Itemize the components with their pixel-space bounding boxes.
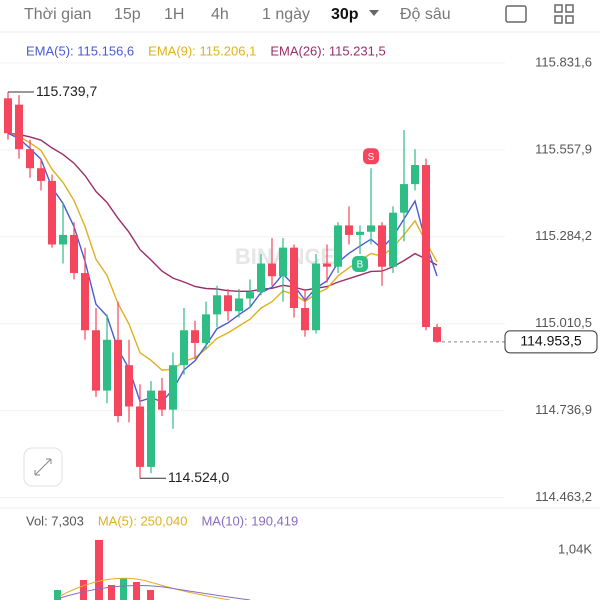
volume-bar: [120, 578, 127, 600]
candle-body: [433, 327, 441, 342]
candle-body: [235, 298, 243, 312]
tab[interactable]: 4h: [211, 6, 229, 23]
indicator-label: EMA(5): 115.156,6: [26, 43, 134, 58]
volume-bar: [54, 590, 61, 600]
grid-icon: [565, 4, 574, 13]
y-tick-label: 115.557,9: [535, 141, 592, 156]
candle-body: [191, 330, 199, 343]
y-tick-label: 115.284,2: [535, 228, 592, 243]
last-price-box: [504, 330, 598, 354]
toolbar-icons: [369, 4, 574, 24]
volume-ma: [59, 585, 251, 600]
candle-body: [422, 165, 430, 328]
candle-body: [202, 314, 210, 343]
volume-bar: [147, 590, 154, 600]
y-tick-label: 115.010,5: [535, 315, 592, 330]
y-tick-label: 114.736,9: [535, 402, 592, 417]
trade-marker-label: S: [368, 152, 375, 163]
grid-icon[interactable]: [554, 4, 563, 13]
candle-body: [400, 184, 408, 213]
candle-body: [345, 225, 353, 235]
candle-body: [268, 263, 276, 277]
tab[interactable]: Thời gian: [24, 6, 91, 23]
candle-body: [136, 406, 144, 467]
volume-bar: [133, 582, 140, 600]
grid-icon: [565, 15, 574, 24]
tab[interactable]: 1 ngày: [262, 6, 310, 23]
candle-body: [367, 225, 375, 232]
tab[interactable]: 30p: [331, 6, 359, 23]
volume-bar: [80, 580, 87, 600]
volume-bar: [95, 540, 103, 600]
candle-body: [59, 234, 67, 245]
indicator-icon[interactable]: [505, 5, 527, 23]
candle-body: [257, 263, 265, 293]
candle-body: [290, 247, 298, 309]
candle-body: [389, 212, 397, 267]
candle-body: [4, 98, 12, 134]
candle-body: [411, 165, 419, 185]
candle-body: [37, 168, 45, 181]
volume-legend: MA(5): 250,040: [98, 513, 188, 528]
dropdown-arrow[interactable]: [369, 10, 379, 16]
candle-body: [169, 365, 177, 410]
candle-body: [26, 149, 34, 169]
candle-body: [92, 330, 100, 391]
indicator-label: EMA(9): 115.206,1: [148, 43, 256, 58]
ema-line: [7, 132, 438, 403]
indicator-label: EMA(26): 115.231,5: [270, 43, 385, 58]
annotation-label: 115.739,7: [36, 83, 97, 99]
candle-body: [158, 390, 166, 410]
y-tick-label: 115.831,6: [535, 54, 592, 69]
y-tick-label: 114.463,2: [535, 489, 592, 504]
tab[interactable]: 15p: [114, 6, 141, 23]
candle-body: [224, 295, 232, 312]
volume-legend: Vol: 7,303: [26, 513, 84, 528]
candle-body: [180, 330, 188, 366]
trade-marker-label: B: [357, 260, 364, 271]
grid-icon: [554, 15, 563, 24]
candle-body: [301, 308, 309, 331]
candle-body: [323, 263, 331, 267]
candle-body: [279, 247, 287, 277]
candle-body: [334, 225, 342, 267]
volume-ma: [59, 577, 231, 600]
annotation-label: 114.524,0: [168, 469, 229, 485]
trade-marker: [352, 255, 368, 272]
candle-body: [103, 339, 111, 391]
candle-body: [48, 180, 56, 245]
candle-body: [378, 225, 386, 267]
expand-button[interactable]: [23, 447, 63, 487]
tab[interactable]: 1H: [164, 6, 184, 23]
candle-body: [213, 295, 221, 315]
candle-body: [114, 339, 122, 417]
trade-marker: [363, 148, 379, 165]
volume-bar: [108, 585, 115, 600]
candle-body: [15, 104, 23, 150]
expand-icon: [34, 458, 52, 476]
last-price-label: 114.953,5: [520, 333, 581, 349]
candle-body: [125, 365, 133, 407]
candle-body: [356, 231, 364, 235]
volume-axis-label: 1,04K: [558, 541, 592, 556]
volume-bars: [54, 540, 251, 600]
candle-body: [70, 234, 78, 274]
candle-body: [147, 390, 155, 467]
ema-line: [7, 132, 438, 292]
tab[interactable]: Độ sâu: [400, 6, 451, 23]
candle-body: [81, 273, 89, 331]
candle-body: [312, 263, 320, 331]
volume-legend: MA(10): 190,419: [201, 513, 298, 528]
candle-body: [246, 292, 254, 299]
